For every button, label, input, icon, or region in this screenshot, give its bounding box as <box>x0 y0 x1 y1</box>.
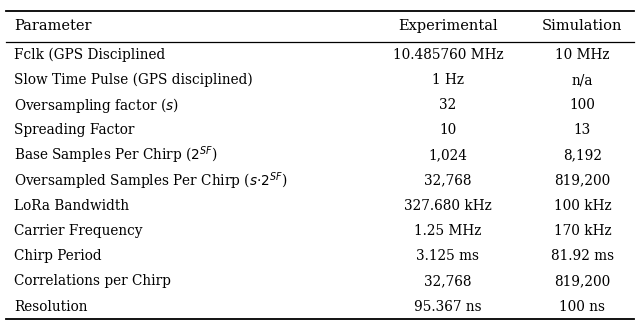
Text: Parameter: Parameter <box>14 19 92 33</box>
Text: 3.125 ms: 3.125 ms <box>417 249 479 263</box>
Text: 1,024: 1,024 <box>429 149 467 162</box>
Text: 100 kHz: 100 kHz <box>554 199 611 213</box>
Text: 100: 100 <box>570 98 595 112</box>
Text: 10 MHz: 10 MHz <box>555 48 610 62</box>
Text: n/a: n/a <box>572 73 593 87</box>
Text: Experimental: Experimental <box>398 19 498 33</box>
Text: 10: 10 <box>440 124 456 137</box>
Text: 10.485760 MHz: 10.485760 MHz <box>393 48 503 62</box>
Text: 32: 32 <box>440 98 456 112</box>
Text: Base Samples Per Chirp ($2^{SF}$): Base Samples Per Chirp ($2^{SF}$) <box>14 145 218 166</box>
Text: 327.680 kHz: 327.680 kHz <box>404 199 492 213</box>
Text: 13: 13 <box>574 124 591 137</box>
Text: 170 kHz: 170 kHz <box>554 224 611 238</box>
Text: Chirp Period: Chirp Period <box>14 249 102 263</box>
Text: 95.367 ns: 95.367 ns <box>414 300 482 314</box>
Text: 1.25 MHz: 1.25 MHz <box>414 224 482 238</box>
Text: Simulation: Simulation <box>542 19 623 33</box>
Text: Correlations per Chirp: Correlations per Chirp <box>14 274 171 288</box>
Text: 819,200: 819,200 <box>554 174 611 188</box>
Text: Slow Time Pulse (GPS disciplined): Slow Time Pulse (GPS disciplined) <box>14 73 253 87</box>
Text: Carrier Frequency: Carrier Frequency <box>14 224 143 238</box>
Text: 32,768: 32,768 <box>424 174 472 188</box>
Text: Resolution: Resolution <box>14 300 88 314</box>
Text: Spreading Factor: Spreading Factor <box>14 124 134 137</box>
Text: 100 ns: 100 ns <box>559 300 605 314</box>
Text: 32,768: 32,768 <box>424 274 472 288</box>
Text: 819,200: 819,200 <box>554 274 611 288</box>
Text: Oversampling factor ($s$): Oversampling factor ($s$) <box>14 96 179 115</box>
Text: 1 Hz: 1 Hz <box>432 73 464 87</box>
Text: 8,192: 8,192 <box>563 149 602 162</box>
Text: 81.92 ms: 81.92 ms <box>551 249 614 263</box>
Text: LoRa Bandwidth: LoRa Bandwidth <box>14 199 129 213</box>
Text: Fclk (GPS Disciplined: Fclk (GPS Disciplined <box>14 48 165 62</box>
Text: Oversampled Samples Per Chirp ($s$$\cdot$$2^{SF}$): Oversampled Samples Per Chirp ($s$$\cdot… <box>14 170 287 191</box>
